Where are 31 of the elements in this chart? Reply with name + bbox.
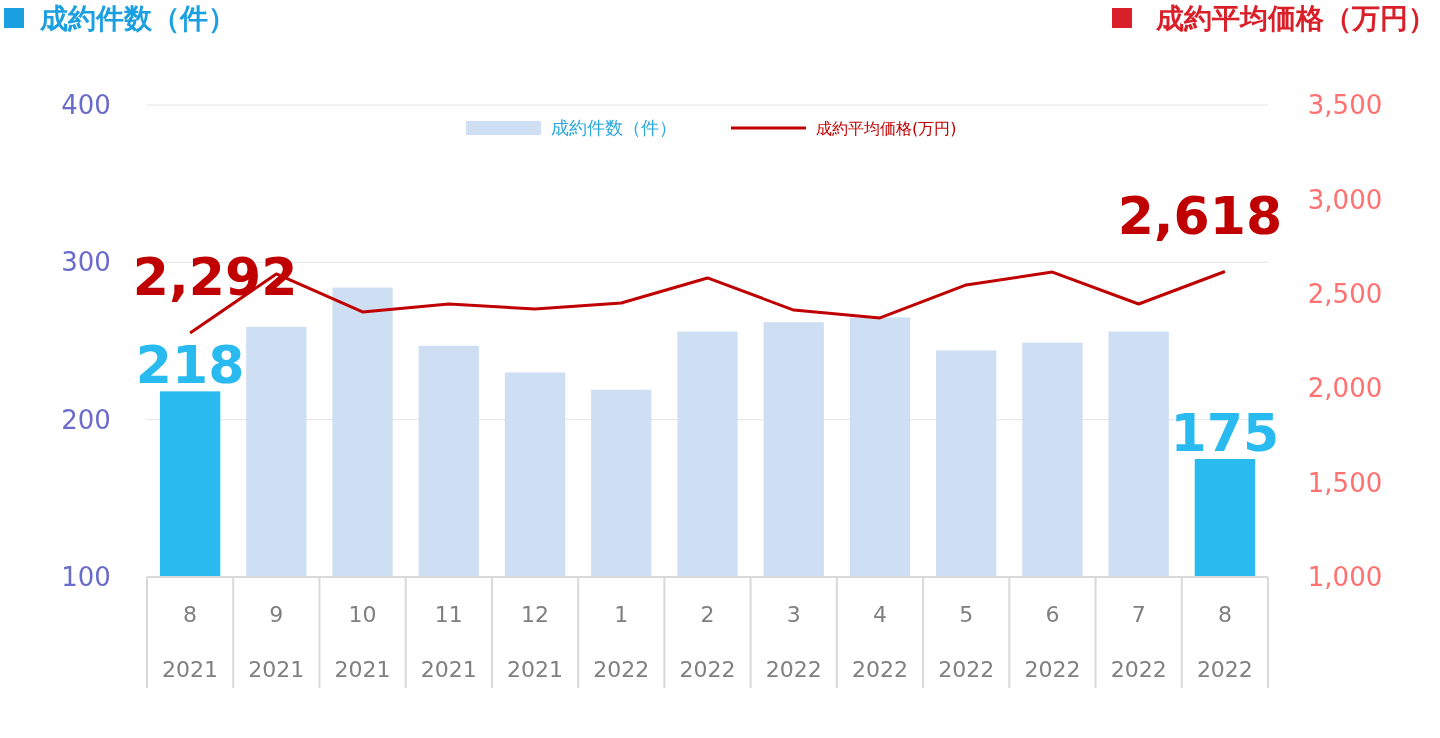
data-label: 218 [135,335,245,396]
legend-label: 成約件数（件） [551,117,677,139]
category-label: 10 2021 [334,601,391,682]
category-label: 12 2021 [507,601,564,682]
y-axis-title: 成約件数（件） [39,2,236,35]
category-label: 5 2022 [938,601,995,682]
category-label: 7 2022 [1110,601,1167,682]
category-label: 11 2021 [420,601,477,682]
category-label: 6 2022 [1024,601,1081,682]
y2-tick-label: 2,500 [1307,278,1383,309]
data-label: 175 [1170,403,1280,463]
category-label: 1 2022 [593,601,650,682]
y2-axis-title: 成約平均価格（万円） [1155,2,1436,35]
y-tick-label: 100 [61,562,111,593]
y2-tick-label: 1,500 [1307,467,1383,498]
y2-tick-label: 3,500 [1307,90,1383,121]
category-label: 9 2021 [248,601,305,682]
category-label: 8 2022 [1196,601,1253,682]
y2-tick-label: 1,000 [1307,562,1383,593]
data-label: 2,618 [1117,185,1283,246]
y-tick-label: 200 [61,404,111,435]
y2-tick-label: 2,000 [1307,373,1383,404]
category-label: 4 2022 [851,601,908,682]
y2-tick-label: 3,000 [1307,184,1383,215]
legend-label: 成約平均価格(万円) [816,118,957,138]
y-tick-label: 300 [61,247,111,278]
category-label: 3 2022 [765,601,822,682]
data-label: 2,292 [132,247,298,308]
category-label: 8 2021 [162,601,219,682]
category-label: 2 2022 [679,601,736,682]
y-tick-label: 400 [61,90,111,121]
